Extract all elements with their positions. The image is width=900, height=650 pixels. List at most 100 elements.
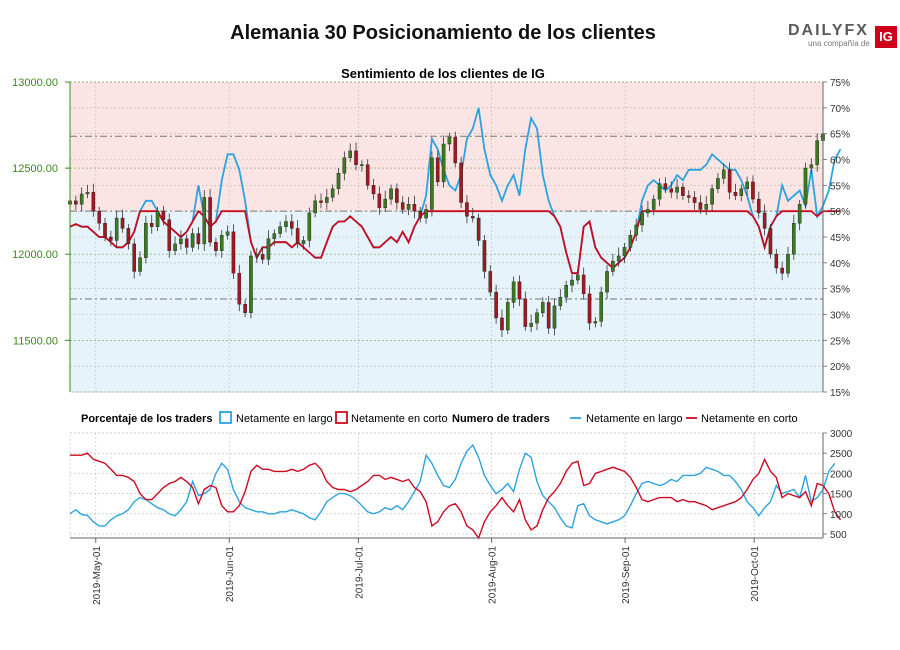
candle-body: [517, 281, 522, 300]
percent-tick-label: 55%: [830, 181, 850, 192]
candle-body: [768, 228, 773, 255]
candle-body: [447, 136, 452, 145]
price-candles: [68, 125, 825, 338]
legend-pct-short-label: Netamente en corto: [351, 413, 448, 425]
candle-body: [301, 240, 306, 245]
candle-body: [453, 136, 458, 164]
candle-body: [482, 240, 487, 272]
candle-body: [365, 164, 370, 186]
legend-pct-title: Porcentaje de los traders: [81, 413, 212, 425]
candle-body: [336, 173, 341, 189]
long-zone-background: [70, 211, 823, 392]
candle-body: [330, 188, 335, 198]
price-tick-label: 11500.00: [13, 335, 58, 347]
legend-pct-long-swatch: [219, 411, 232, 424]
candle-body: [692, 197, 697, 203]
candle-body: [716, 178, 720, 189]
candle-body: [611, 260, 615, 272]
price-gridlines: [70, 81, 823, 393]
candle-body: [91, 192, 96, 212]
legend-pct-long-label: Netamente en largo: [236, 413, 333, 425]
legend: Porcentaje de los traders Netamente en l…: [81, 411, 798, 425]
candle-body: [570, 279, 574, 286]
date-tick-label: 2019-Aug-01: [488, 546, 499, 604]
candle-body: [179, 238, 183, 245]
candle-body: [476, 217, 481, 241]
candle-body: [523, 298, 528, 327]
candle-body: [354, 150, 358, 165]
candle-body: [377, 193, 382, 208]
percent-tick-label: 60%: [830, 156, 850, 167]
candle-body: [511, 281, 516, 303]
candle-body: [109, 236, 113, 241]
candle-body: [424, 209, 428, 219]
candle-body: [196, 233, 201, 245]
candle-body: [470, 216, 475, 219]
candle-body: [266, 238, 271, 260]
candle-body: [120, 217, 125, 229]
candle-body: [593, 321, 598, 324]
candle-body: [161, 210, 166, 220]
page-title: Alemania 30 Posicionamiento de los clien…: [230, 22, 656, 44]
candle-body: [651, 198, 656, 210]
count-long-line: [69, 443, 836, 529]
candle-body: [97, 210, 101, 224]
date-tick-label: 2019-Sep-01: [621, 546, 632, 604]
percent-tick-label: 25%: [830, 336, 850, 347]
candle-body: [249, 255, 253, 313]
candle-body: [114, 217, 119, 241]
candle-body: [167, 219, 172, 251]
candle-body: [622, 247, 627, 257]
logo-brand: DAILYFX: [788, 22, 869, 39]
candle-body: [505, 302, 510, 331]
count-short-line: [70, 452, 842, 540]
count-axes: 500 1000 1500 2000 2500 3000: [70, 429, 853, 541]
candle-body: [646, 209, 650, 214]
candle-body: [406, 204, 411, 210]
candle-body: [774, 254, 779, 269]
candle-body: [756, 198, 761, 214]
count-tick-label: 1000: [830, 510, 853, 521]
legend-pct-short-swatch: [335, 411, 348, 424]
candle-body: [173, 243, 177, 251]
candle-body: [184, 238, 189, 248]
candle-body: [371, 185, 376, 195]
date-tick-label: 2019-Oct-01: [750, 546, 761, 602]
candle-body: [325, 197, 329, 203]
candle-body: [681, 186, 685, 196]
candle-body: [465, 202, 469, 217]
candle-body: [395, 188, 399, 203]
candle-body: [675, 186, 679, 193]
count-tick-label: 2000: [830, 469, 853, 480]
candle-body: [616, 255, 621, 262]
candle-body: [762, 212, 767, 229]
ig-badge: IG: [875, 26, 897, 48]
candle-body: [657, 183, 662, 200]
candle-body: [780, 267, 784, 274]
legend-count-long-label: Netamente en largo: [586, 413, 683, 425]
candle-body: [733, 192, 738, 196]
candle-body: [605, 271, 609, 293]
candle-body: [628, 235, 633, 248]
candle-body: [272, 233, 277, 239]
candle-body: [745, 181, 749, 189]
dailyfx-logo[interactable]: DAILYFX una compañía de IG: [786, 22, 898, 52]
candle-body: [132, 243, 137, 272]
percent-tick-label: 75%: [830, 78, 850, 89]
price-axes: 11500.00 12000.00 12500.00 13000.00 15% 20% 25…: [12, 77, 850, 399]
percent-tick-label: 35%: [830, 285, 850, 296]
candle-body: [541, 302, 545, 313]
candle-body: [815, 140, 819, 165]
percent-tick-label: 50%: [830, 207, 850, 218]
candle-body: [488, 271, 493, 293]
candle-body: [319, 200, 323, 203]
candle-body: [103, 223, 107, 238]
candle-body: [552, 305, 557, 329]
candle-body: [260, 254, 265, 260]
candle-body: [348, 150, 352, 158]
date-tick-label: 2019-Jul-01: [354, 546, 365, 599]
percent-tick-label: 20%: [830, 362, 850, 373]
candle-body: [529, 322, 533, 327]
candle-body: [558, 297, 563, 307]
candle-body: [243, 303, 247, 313]
